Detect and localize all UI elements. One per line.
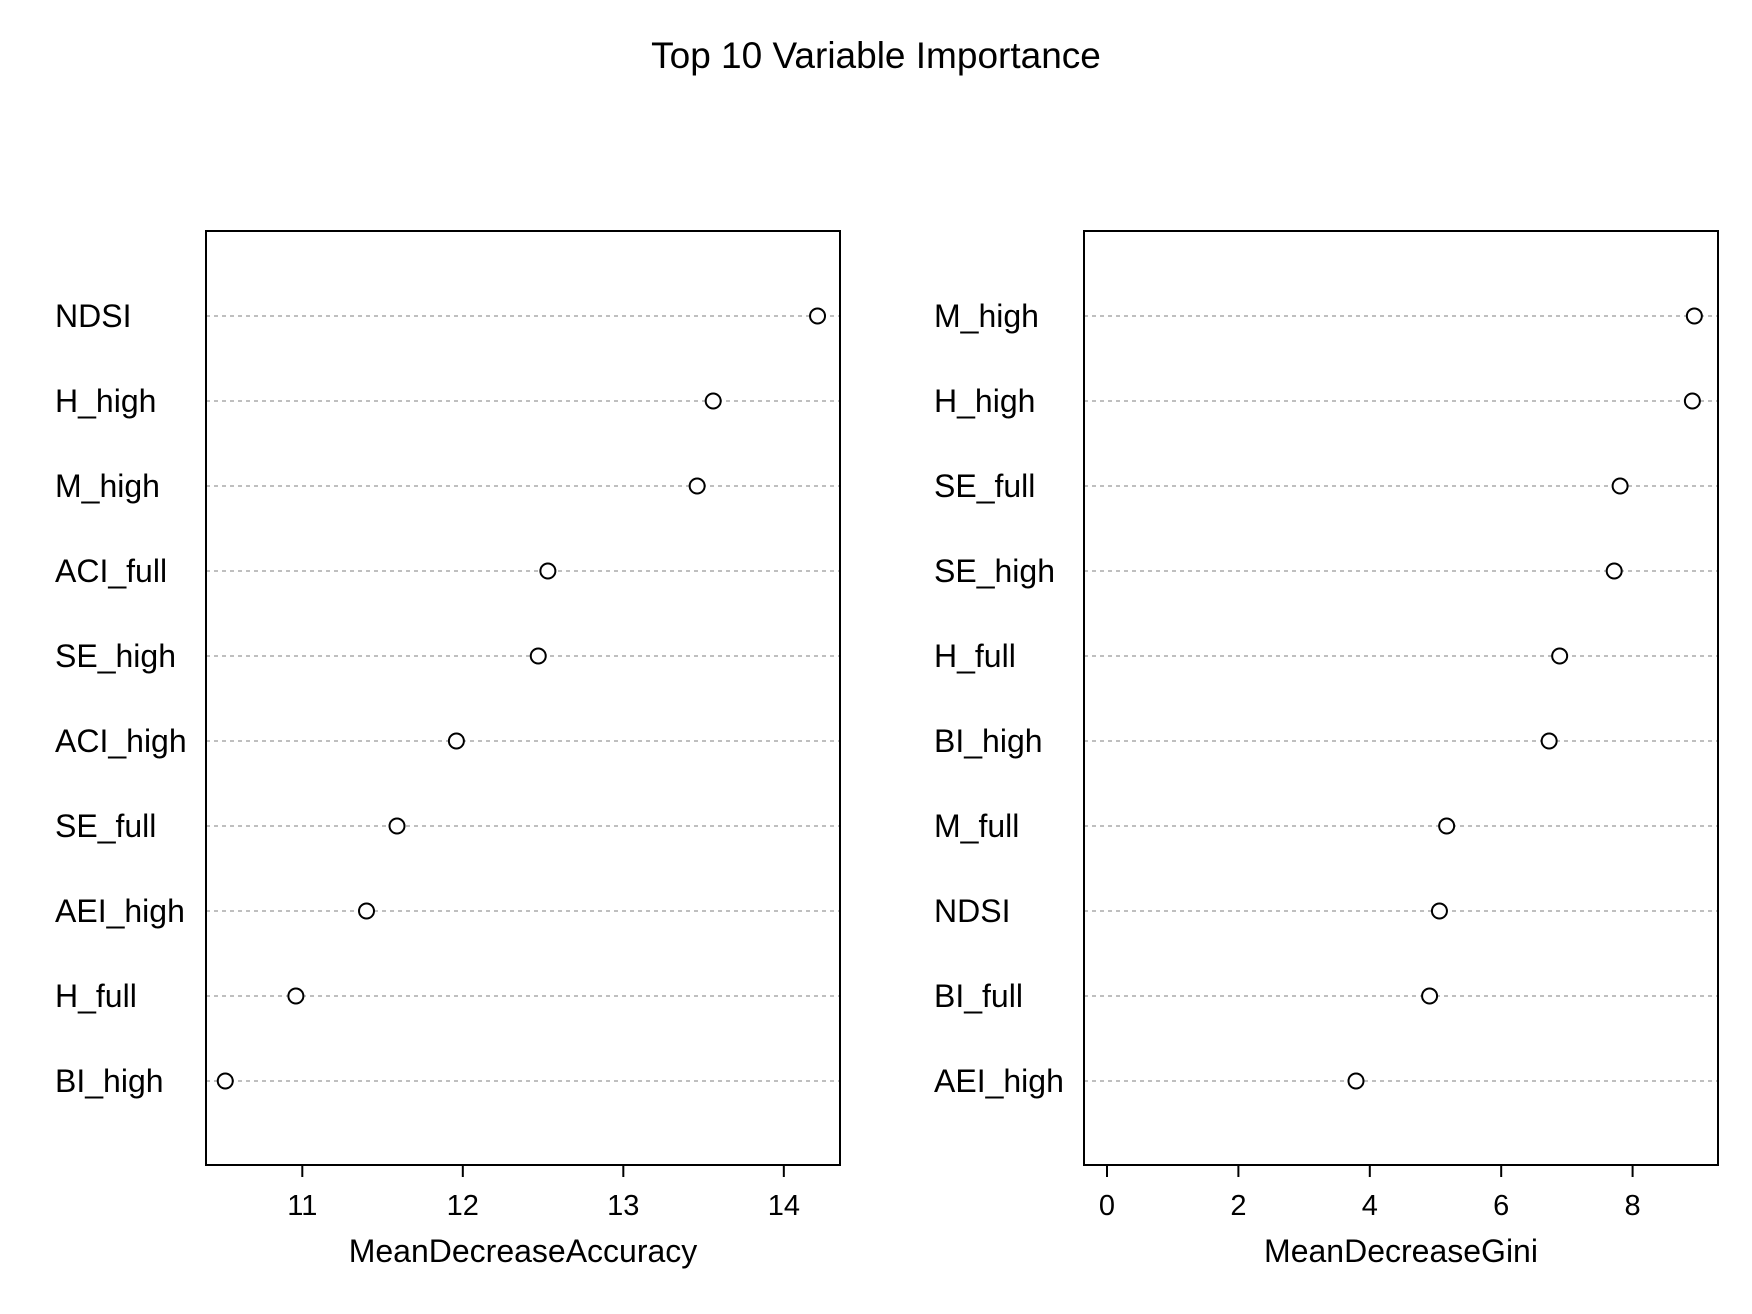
data-point <box>1551 647 1569 665</box>
plot-frame <box>205 230 841 1166</box>
gini-panel: M_high H_high SE_full SE_high H_full BI_high M… <box>934 230 1719 1269</box>
category-label: M_high <box>934 298 1039 334</box>
data-point <box>1540 732 1558 750</box>
category-label: AEI_high <box>934 1063 1064 1099</box>
category-label: BI_high <box>934 723 1043 759</box>
data-point <box>529 647 547 665</box>
x-tick-label: 13 <box>607 1190 639 1222</box>
x-tick-label: 2 <box>1230 1190 1246 1222</box>
data-point <box>1347 1072 1365 1090</box>
data-point <box>1685 307 1703 325</box>
data-point <box>1611 477 1629 495</box>
x-axis-title: MeanDecreaseGini <box>1264 1233 1538 1269</box>
category-label: NDSI <box>934 893 1010 929</box>
category-label: H_high <box>55 383 156 419</box>
data-point <box>704 392 722 410</box>
category-label: H_high <box>934 383 1035 419</box>
x-tick-label: 6 <box>1493 1190 1509 1222</box>
data-point <box>447 732 465 750</box>
category-label: SE_high <box>55 638 176 674</box>
data-point <box>287 987 305 1005</box>
data-point <box>1683 392 1701 410</box>
data-point <box>1430 902 1448 920</box>
data-point <box>539 562 557 580</box>
plot-frame <box>1083 230 1719 1166</box>
category-label: M_high <box>55 468 160 504</box>
data-point <box>216 1072 234 1090</box>
category-label: H_full <box>934 638 1016 674</box>
accuracy-panel: NDSI H_high M_high ACI_full SE_high ACI_high S… <box>55 230 841 1269</box>
category-label: BI_high <box>55 1063 164 1099</box>
x-tick-label: 8 <box>1625 1190 1641 1222</box>
category-label: ACI_full <box>55 553 167 589</box>
data-point <box>1438 817 1456 835</box>
category-label: SE_full <box>55 808 156 844</box>
category-label: BI_full <box>934 978 1023 1014</box>
category-label: H_full <box>55 978 137 1014</box>
x-tick-label: 0 <box>1099 1190 1115 1222</box>
category-label: NDSI <box>55 298 131 334</box>
data-point <box>688 477 706 495</box>
category-label: AEI_high <box>55 893 185 929</box>
x-tick-label: 11 <box>287 1190 317 1222</box>
data-point <box>358 902 376 920</box>
data-point <box>388 817 406 835</box>
category-label: M_full <box>934 808 1019 844</box>
category-label: ACI_high <box>55 723 187 759</box>
data-point <box>1605 562 1623 580</box>
data-point <box>809 307 827 325</box>
chart-title: Top 10 Variable Importance <box>651 35 1101 76</box>
x-axis-title: MeanDecreaseAccuracy <box>349 1233 698 1269</box>
x-tick-label: 14 <box>768 1190 800 1222</box>
x-tick-label: 12 <box>447 1190 479 1222</box>
x-tick-label: 4 <box>1362 1190 1378 1222</box>
category-label: SE_full <box>934 468 1035 504</box>
data-point <box>1421 987 1439 1005</box>
category-label: SE_high <box>934 553 1055 589</box>
